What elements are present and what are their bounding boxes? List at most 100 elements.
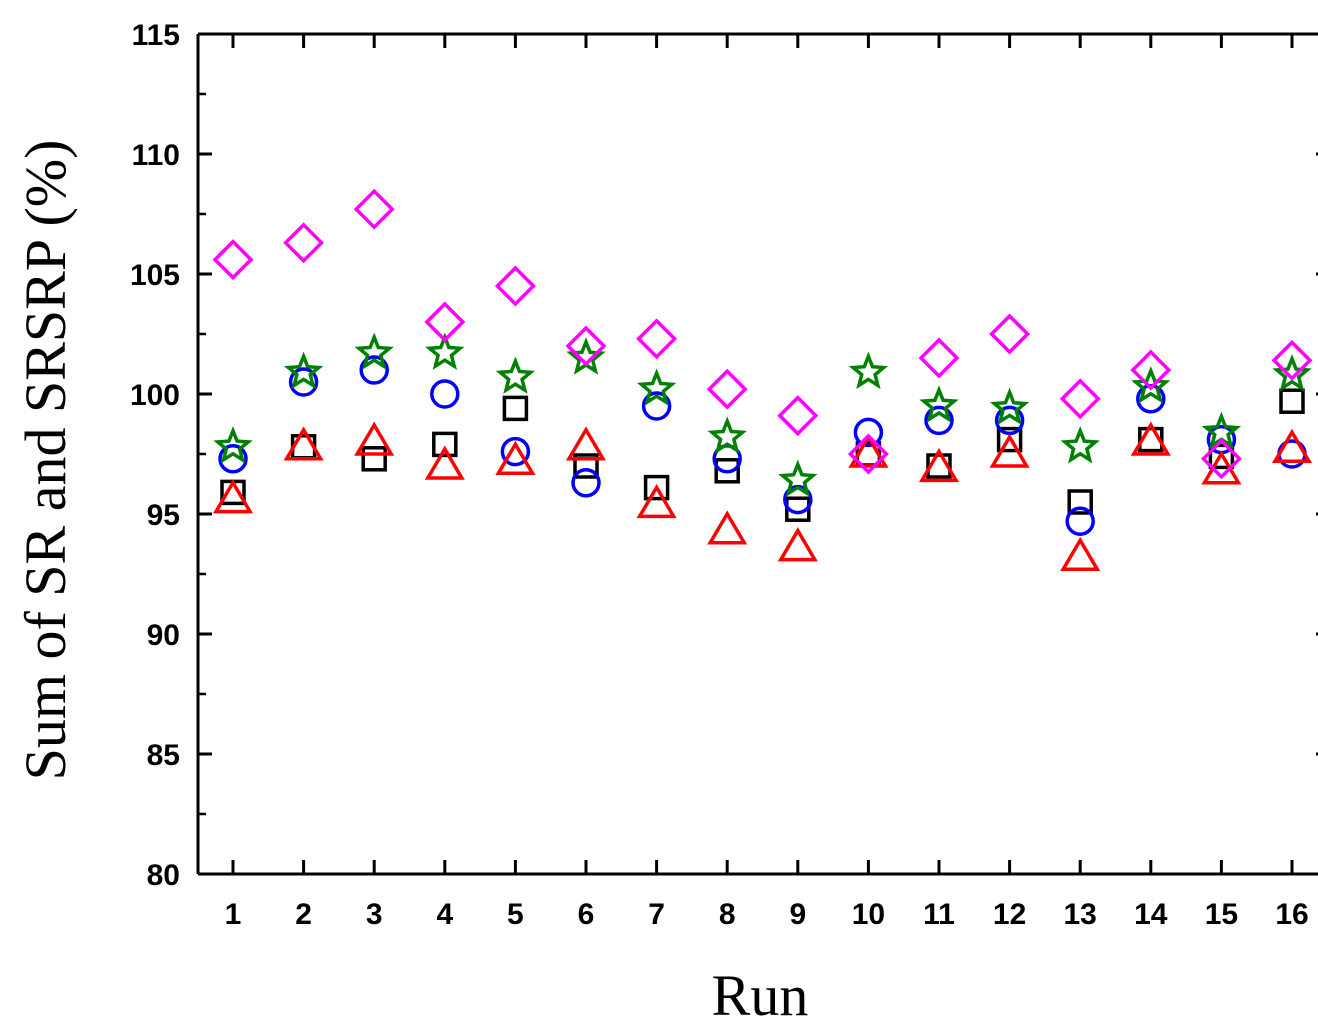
point-circle [430,379,460,409]
point-star [778,459,818,498]
x-tick-label: 5 [507,898,524,931]
point-diamond [212,239,254,281]
point-triangle [1130,421,1171,456]
point-circle [500,436,531,467]
y-tick-label: 110 [132,139,180,172]
point-triangle [212,479,254,514]
y-tick-label: 105 [130,259,180,292]
x-tick-label: 10 [852,898,885,931]
x-tick-label: 12 [993,898,1026,931]
point-star [354,332,394,370]
point-star [495,356,536,394]
point-circle [359,355,389,385]
point-star [707,416,747,454]
point-square [1067,489,1093,515]
point-square [643,474,670,501]
y-tick-label: 100 [130,379,180,412]
point-square [502,395,529,422]
x-tick-label: 7 [648,898,665,931]
point-triangle [283,426,324,461]
point-triangle [1060,536,1101,571]
x-tick-label: 2 [295,898,312,931]
x-tick-label: 16 [1275,898,1308,931]
point-diamond [918,337,960,379]
point-square [1279,388,1305,414]
point-square [290,434,317,460]
point-diamond [847,433,889,475]
data-marks [212,188,1313,571]
point-square [432,431,458,458]
point-star [636,368,677,406]
point-star [848,351,889,390]
point-square [996,426,1023,453]
point-star [1131,366,1171,404]
point-star [1060,426,1100,464]
point-diamond [494,265,536,307]
x-tick-label: 6 [578,898,595,931]
y-tick-label: 80 [147,859,180,892]
x-tick-label: 13 [1064,898,1097,931]
point-triangle [1271,428,1313,463]
point-diamond [1059,378,1101,420]
y-tick-label: 85 [147,739,180,772]
point-diamond [1130,349,1172,391]
point-star [283,351,324,390]
point-square [1138,426,1164,453]
point-circle [1065,506,1095,536]
point-circle [994,405,1025,436]
point-triangle [424,445,465,480]
point-square [361,446,387,472]
point-star [1272,354,1312,392]
point-star [425,332,465,370]
x-tick-label: 1 [225,898,242,931]
point-triangle [989,433,1030,468]
x-tick-label: 14 [1134,898,1168,931]
point-square [1208,443,1235,470]
point-diamond [777,395,819,437]
point-circle [924,405,954,436]
point-triangle [354,421,395,456]
point-square [926,453,952,479]
point-square [714,458,740,484]
point-star [566,337,606,375]
x-tick-label: 11 [923,898,955,931]
y-tick-label: 90 [147,619,180,652]
point-star [989,387,1030,426]
point-triangle [848,433,889,468]
point-triangle [565,426,607,461]
point-diamond [353,188,395,230]
point-square [573,453,599,479]
y-tick-label: 95 [147,499,180,532]
point-circle [641,391,672,421]
point-triangle [777,527,818,562]
point-diamond [283,222,325,264]
y-axis-title: Sum of SR and SRSRP (%) [13,140,78,781]
point-diamond [706,368,748,410]
point-triangle [495,440,536,475]
point-diamond [565,325,607,367]
point-star [919,385,959,423]
point-triangle [707,510,748,545]
point-triangle [636,483,677,519]
point-star [213,426,253,464]
point-diamond [636,318,678,360]
point-diamond [989,313,1031,355]
x-tick-label: 9 [789,898,806,931]
point-diamond [424,301,466,343]
x-tick-label: 4 [436,898,453,931]
point-triangle [918,447,960,483]
point-diamond [1271,339,1313,381]
x-tick-label: 8 [719,898,736,931]
point-circle [853,417,884,448]
point-circle [288,367,319,397]
x-tick-label: 3 [366,898,383,931]
x-tick-label: 15 [1205,898,1238,931]
point-diamond [1200,438,1242,480]
x-axis-title: Run [712,963,809,1022]
y-tick-label: 115 [132,19,180,52]
point-circle [218,444,248,474]
point-circle [571,468,601,498]
